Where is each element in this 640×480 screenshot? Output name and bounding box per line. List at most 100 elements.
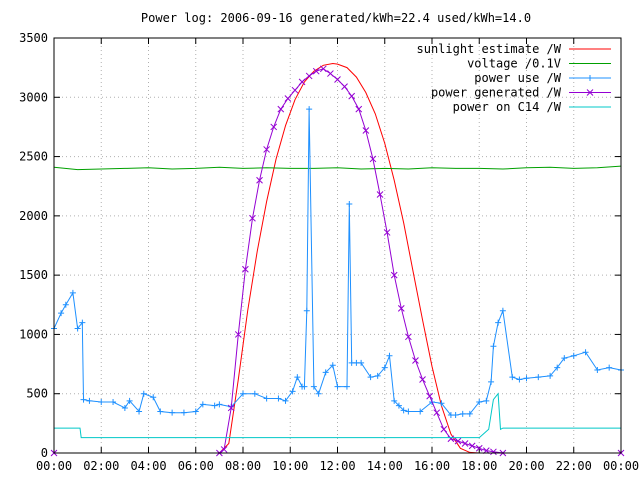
data-point	[362, 127, 370, 134]
data-point	[310, 383, 317, 390]
x-tick-label: 04:00	[130, 459, 166, 473]
data-point	[263, 146, 270, 153]
data-point	[275, 395, 282, 402]
y-tick-label: 3500	[19, 31, 48, 45]
x-tick-label: 18:00	[461, 459, 497, 473]
data-point	[459, 410, 466, 417]
data-point	[305, 72, 313, 80]
x-tick-label: 20:00	[508, 459, 544, 473]
data-point	[126, 397, 133, 404]
data-point	[263, 395, 270, 402]
legend-label: power on C14 /W	[453, 100, 562, 114]
data-point	[367, 374, 374, 381]
data-point	[499, 307, 506, 314]
plot-frame	[53, 37, 622, 454]
x-tick-label: 10:00	[272, 459, 308, 473]
data-point	[535, 374, 542, 381]
data-point	[391, 397, 398, 404]
data-point	[582, 349, 589, 356]
data-point	[301, 383, 308, 390]
y-tick-label: 500	[26, 387, 48, 401]
data-point	[346, 201, 353, 207]
data-point	[523, 375, 530, 382]
data-point	[282, 397, 289, 404]
data-point	[447, 435, 455, 443]
data-point	[400, 407, 407, 414]
data-point	[242, 265, 249, 273]
data-point	[80, 396, 87, 403]
x-tick-label: 06:00	[178, 459, 214, 473]
data-point	[488, 378, 495, 385]
data-point	[251, 390, 258, 397]
data-point	[452, 412, 459, 419]
data-point	[240, 390, 246, 397]
legend-item: sunlight estimate /W	[417, 42, 611, 56]
data-point	[98, 399, 105, 406]
data-point	[256, 176, 263, 184]
series-group	[50, 62, 625, 457]
data-point	[412, 357, 419, 364]
data-point	[386, 352, 393, 359]
data-point	[417, 408, 424, 415]
data-point	[329, 362, 336, 369]
data-point	[270, 123, 278, 131]
series-power-generated-w	[50, 65, 625, 457]
data-point	[58, 310, 65, 317]
data-point	[405, 408, 412, 415]
x-tick-label: 02:00	[83, 459, 119, 473]
data-point	[475, 444, 483, 452]
chart-title: Power log: 2006-09-16 generated/kWh=22.4…	[141, 11, 531, 25]
data-point	[554, 364, 561, 371]
data-point	[490, 448, 497, 456]
data-point	[343, 383, 350, 390]
legend-item: power on C14 /W	[453, 100, 611, 114]
data-point	[169, 409, 176, 416]
data-point	[390, 271, 398, 279]
data-point	[249, 214, 256, 222]
series-power-use-w	[51, 106, 624, 419]
data-point	[62, 301, 69, 308]
axes: 0 500 1000 1500 2000 2500 3000 3500 00:00 02:00 04…	[19, 31, 639, 473]
data-point	[319, 65, 327, 73]
series-line	[53, 165, 622, 171]
data-point	[395, 402, 402, 409]
data-point	[289, 388, 296, 395]
data-point	[358, 359, 365, 366]
legend-label: power generated /W	[431, 86, 562, 100]
legend-label: voltage /0.1V	[467, 57, 561, 71]
data-point	[516, 376, 523, 383]
series-voltage-0-1v	[53, 165, 622, 171]
data-point	[495, 319, 502, 326]
data-point	[547, 372, 554, 379]
data-point	[69, 289, 76, 296]
data-point	[277, 105, 285, 113]
data-point	[220, 446, 228, 453]
data-point	[327, 70, 334, 77]
data-point	[376, 191, 384, 198]
data-point	[211, 402, 218, 409]
data-point	[369, 155, 377, 163]
data-point	[227, 404, 235, 412]
data-point	[334, 383, 341, 390]
data-point	[234, 331, 242, 338]
data-point	[454, 437, 462, 445]
data-point	[606, 364, 613, 371]
data-point	[180, 409, 187, 416]
data-point	[121, 404, 128, 411]
legend-marker	[586, 89, 594, 96]
data-point	[570, 352, 577, 359]
data-point	[150, 394, 157, 401]
data-point	[192, 408, 199, 415]
data-point	[74, 325, 81, 332]
legend-item: power generated /W	[431, 86, 611, 100]
series-power-on-c14-w	[54, 392, 621, 439]
data-point	[466, 410, 473, 417]
data-point	[397, 304, 405, 312]
data-point	[157, 408, 164, 415]
data-point	[461, 440, 469, 447]
legend-item: voltage /0.1V	[467, 57, 611, 71]
x-tick-label: 22:00	[556, 459, 592, 473]
legend-item: power use /W	[474, 71, 611, 85]
